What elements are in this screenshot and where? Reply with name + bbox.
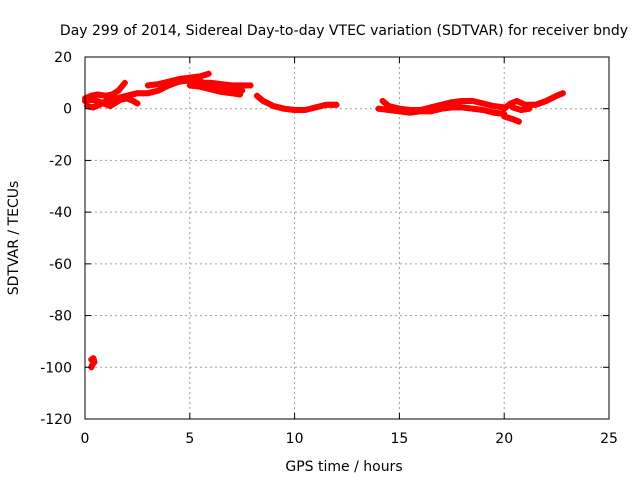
y-tick-label: -80	[49, 309, 72, 325]
series-arc-late-b	[375, 104, 508, 117]
data-point	[121, 79, 128, 86]
y-tick-label: -20	[49, 153, 72, 169]
series-arc-mid-b	[197, 79, 254, 89]
data-point	[205, 70, 212, 77]
plot-frame	[84, 56, 610, 420]
series-arc-early-d	[113, 77, 246, 102]
x-tick-label: 10	[286, 431, 304, 447]
x-tick-label: 5	[185, 431, 194, 447]
y-tick-label: 0	[63, 102, 72, 118]
x-tick-label: 25	[600, 431, 618, 447]
y-tick-label: -40	[49, 205, 72, 221]
data-point	[559, 90, 566, 97]
series-arc-mid-a	[144, 70, 212, 89]
x-tick-label: 15	[390, 431, 408, 447]
y-axis-label: SDTVAR / TECUs	[6, 181, 22, 296]
axis-ticks: 0 5 10 15 20 25 20 0 -20 -40 -60 -80 -100 -120	[40, 50, 618, 447]
data-point	[333, 101, 340, 108]
y-tick-label: 20	[54, 50, 72, 66]
series-arc-10h	[253, 92, 340, 114]
x-tick-label: 20	[495, 431, 513, 447]
x-axis-label: GPS time / hours	[285, 459, 402, 475]
data-point	[134, 100, 141, 107]
data-point	[247, 82, 254, 89]
series-arc-neg	[88, 355, 98, 371]
y-tick-label: -60	[49, 257, 72, 273]
x-tick-label: 0	[81, 431, 90, 447]
data-point	[526, 105, 533, 112]
y-tick-label: -100	[40, 360, 72, 376]
series-arc-late-c	[501, 90, 566, 112]
data-point	[237, 91, 244, 98]
data-point	[515, 118, 522, 125]
series-arc-late-d	[501, 113, 522, 125]
series-arc-late-e	[509, 104, 533, 114]
chart-title: Day 299 of 2014, Sidereal Day-to-day VTE…	[60, 23, 628, 39]
y-tick-label: -120	[40, 412, 72, 428]
series-arc-mid-c	[186, 82, 244, 98]
data-marks	[82, 70, 566, 371]
